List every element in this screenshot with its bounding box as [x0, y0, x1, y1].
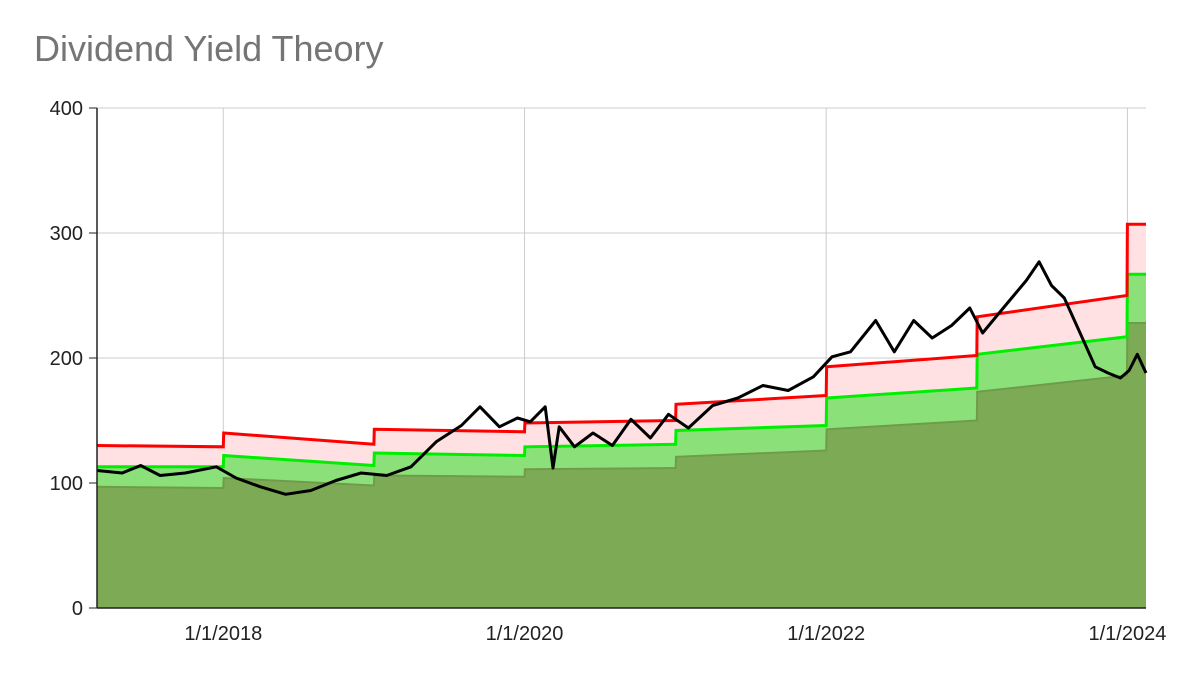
axis-layer: [89, 107, 1146, 609]
x-tick-label: 1/1/2020: [486, 623, 564, 645]
undervalued-line: [97, 272, 1146, 469]
area-layer: [97, 224, 1146, 608]
y-tick-label: 400: [50, 98, 83, 120]
x-tick-label: 1/1/2024: [1089, 623, 1167, 645]
base-value-area: [97, 323, 1146, 608]
overvalued-line: [96, 222, 1146, 449]
label-layer: 0 100 200 300 400 1/1/2018 1/1/2020 1/1/2022 1/1…: [50, 98, 1167, 645]
base-value-line: [96, 322, 1146, 490]
chart-title: Dividend Yield Theory: [34, 28, 384, 69]
x-tick-label: 1/1/2018: [184, 623, 262, 645]
y-tick-label: 300: [50, 223, 83, 245]
y-tick-label: 0: [72, 598, 83, 620]
y-tick-label: 200: [50, 348, 83, 370]
x-tick-label: 1/1/2022: [787, 623, 865, 645]
y-tick-label: 100: [50, 473, 83, 495]
price-line: [96, 260, 1148, 496]
line-layer: [96, 222, 1148, 496]
